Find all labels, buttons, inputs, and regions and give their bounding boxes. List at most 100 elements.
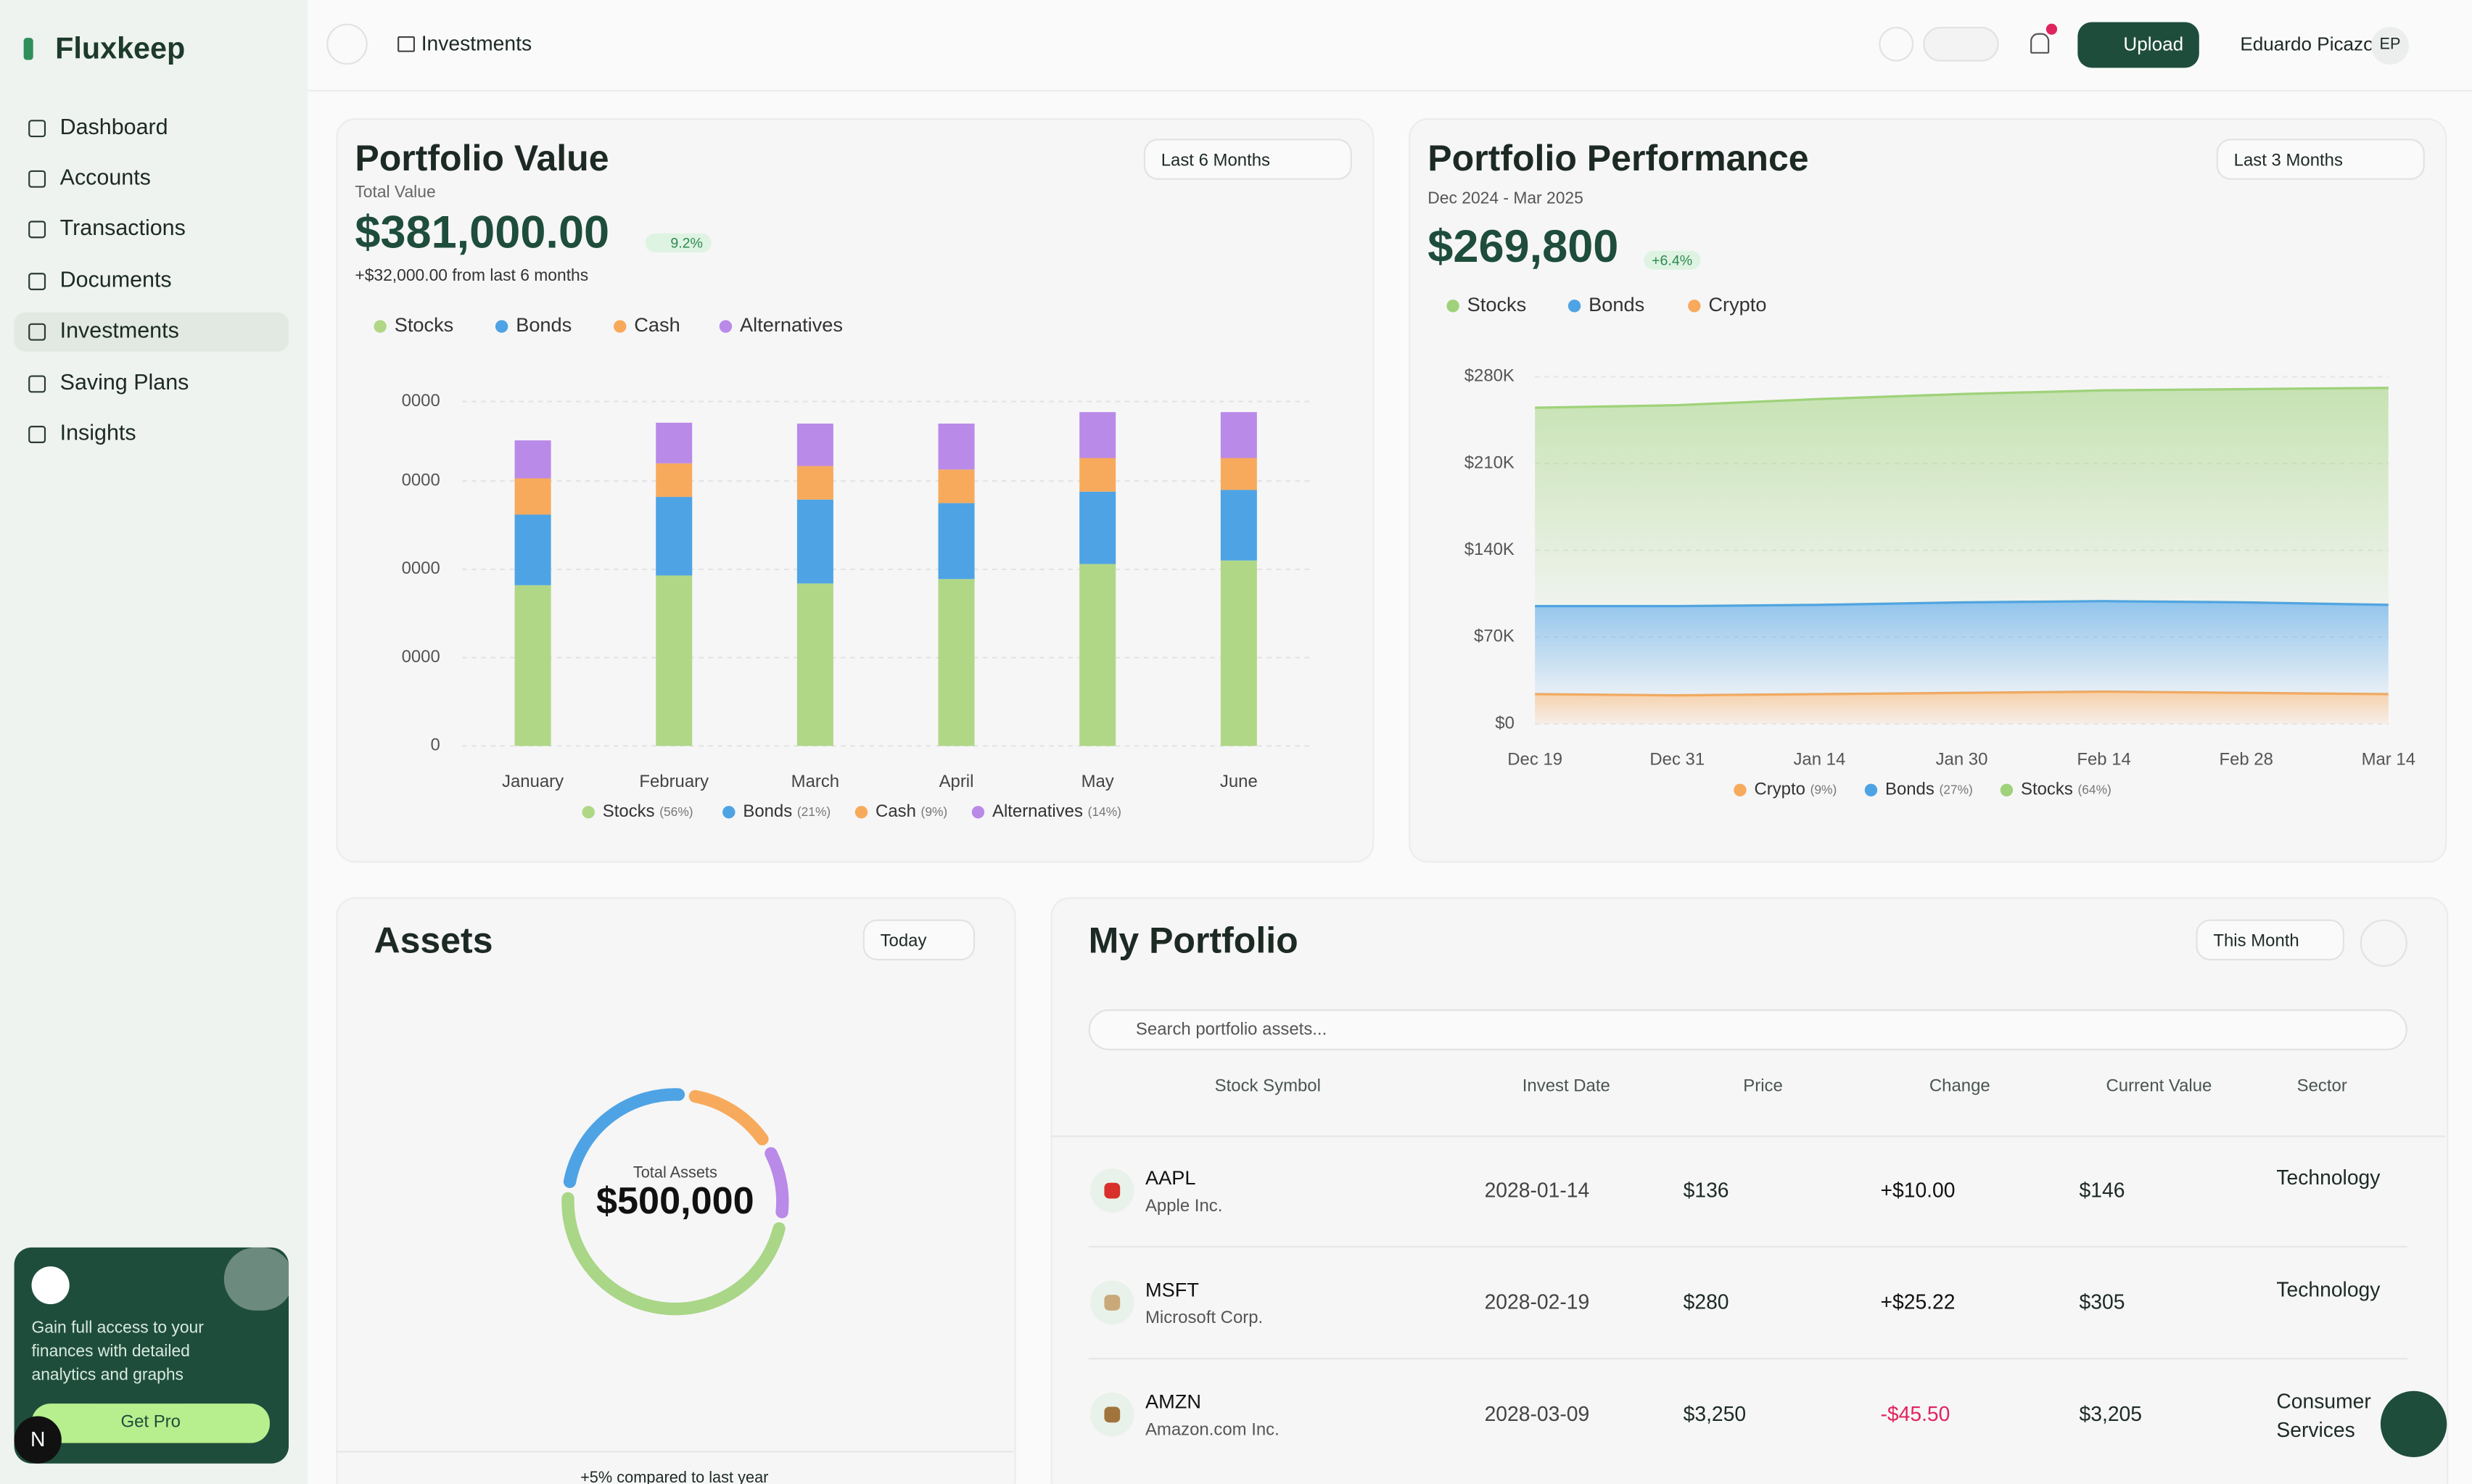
legend-entry: Alternatives <box>740 313 843 336</box>
breadcrumb[interactable]: Investments <box>421 31 532 56</box>
upload-label: Upload <box>2123 33 2184 56</box>
donut-segment <box>765 1147 789 1219</box>
legend-swatch <box>2000 783 2014 797</box>
legend-entry: Stocks (56%) <box>603 801 693 821</box>
nav-item[interactable]: Documents <box>59 266 172 292</box>
price: $280 <box>1683 1290 1729 1314</box>
sector: Technology <box>2276 1277 2381 1301</box>
user-badge[interactable]: N <box>14 1416 62 1464</box>
nav-item[interactable]: Dashboard <box>59 113 168 139</box>
nav-icon <box>28 120 46 138</box>
range-dropdown[interactable]: Last 3 Months <box>2216 139 2425 180</box>
column-header[interactable]: Change <box>1929 1077 1990 1097</box>
theme-toggle[interactable] <box>1923 26 1999 62</box>
donut-segment <box>563 1088 685 1188</box>
column-header[interactable]: Stock Symbol <box>1214 1077 1321 1097</box>
y-tick-label: 0000 <box>402 391 440 411</box>
legend-entry: Crypto (9%) <box>1754 780 1837 799</box>
symbol: AAPL <box>1145 1166 1196 1190</box>
nav-icon <box>28 170 46 188</box>
promo-text: Gain full access to your finances with d… <box>31 1318 204 1385</box>
company: Microsoft Corp. <box>1145 1308 1264 1328</box>
legend-name: Alternatives <box>740 313 843 336</box>
sidebar-toggle[interactable] <box>326 23 368 65</box>
row-icon-glyph <box>1104 1406 1121 1423</box>
legend-entry: Stocks (64%) <box>2021 780 2112 799</box>
current-value: $3,205 <box>2079 1401 2143 1426</box>
legend-share: (21%) <box>797 804 831 818</box>
total-value: $269,800 <box>1427 222 1619 273</box>
nav-item[interactable]: Insights <box>59 419 136 445</box>
nav-icon <box>28 220 46 239</box>
palette-button[interactable] <box>1879 26 1914 62</box>
card-title: Portfolio Value <box>355 137 609 178</box>
bar-segment <box>796 466 833 500</box>
get-pro-button[interactable]: Get Pro <box>31 1403 270 1443</box>
chat-button[interactable] <box>2380 1390 2447 1458</box>
x-tick-label: January <box>502 772 564 791</box>
promo-card: Gain full access to your finances with d… <box>14 1247 289 1464</box>
filter-button[interactable] <box>2360 919 2407 967</box>
bar-segment <box>656 463 693 498</box>
row-divider <box>1088 1358 2407 1360</box>
search-box[interactable] <box>1088 1009 2407 1051</box>
invest-date: 2028-03-09 <box>1484 1401 1590 1426</box>
footnote: +5% compared to last year <box>580 1469 769 1484</box>
invest-date: 2028-02-19 <box>1484 1290 1590 1314</box>
legend-swatch <box>1734 783 1747 797</box>
x-tick-label: Dec 19 <box>1507 749 1562 769</box>
x-tick-label: April <box>939 772 974 791</box>
donut-segment <box>688 1089 769 1146</box>
nav-icon <box>28 426 46 443</box>
legend-swatch <box>374 320 387 333</box>
y-tick-label: 0000 <box>402 647 440 667</box>
search-placeholder: Search portfolio assets... <box>1135 1020 1327 1039</box>
card-title: My Portfolio <box>1088 919 1298 961</box>
sector: Technology <box>2276 1165 2381 1190</box>
column-header[interactable]: Price <box>1743 1077 1783 1097</box>
legend-swatch <box>614 320 627 333</box>
notifications[interactable] <box>2030 33 2050 54</box>
promo-icon <box>31 1266 70 1305</box>
change-badge: 9.2% <box>645 233 711 252</box>
legend-name: Bonds <box>743 801 792 821</box>
column-header[interactable]: Invest Date <box>1522 1077 1610 1097</box>
legend-entry: Stocks <box>395 313 454 336</box>
legend-swatch <box>1688 300 1701 313</box>
nav-item[interactable]: Transactions <box>59 214 186 240</box>
nav-item[interactable]: Investments <box>59 317 179 342</box>
bar-segment <box>656 497 693 576</box>
legend-entry: Bonds <box>516 313 572 336</box>
notification-dot <box>2045 23 2058 35</box>
column-header[interactable]: Sector <box>2296 1077 2347 1097</box>
divider <box>336 1451 1013 1453</box>
area <box>1535 691 2389 725</box>
legend-name: Crypto <box>1754 780 1805 799</box>
x-tick-label: May <box>1082 772 1114 791</box>
range-dropdown[interactable]: Last 6 Months <box>1143 139 1352 180</box>
x-tick-label: Feb 14 <box>2077 749 2130 769</box>
user-initials[interactable]: EP <box>2370 26 2410 65</box>
legend-name: Alternatives <box>992 801 1083 821</box>
symbol: MSFT <box>1145 1279 1199 1301</box>
upload-button[interactable] <box>2077 22 2199 68</box>
bar-segment <box>796 424 833 466</box>
user-name[interactable]: Eduardo Picazo <box>2240 33 2374 56</box>
legend-share: (64%) <box>2077 782 2111 796</box>
legend-name: Bonds <box>1589 293 1644 316</box>
legend-swatch <box>1864 783 1878 797</box>
bar-segment <box>938 424 975 470</box>
sector: Consumer Services <box>2276 1389 2371 1442</box>
promo-decor <box>223 1247 289 1311</box>
donut-label: Total Assets <box>633 1163 717 1181</box>
bar-segment <box>514 585 551 746</box>
x-tick-label: June <box>1220 772 1258 791</box>
range-dropdown[interactable]: Today <box>862 919 976 961</box>
change-note: +$32,000.00 from last 6 months <box>355 266 589 286</box>
total-value: $381,000.00 <box>355 208 610 259</box>
nav-item[interactable]: Accounts <box>59 164 151 189</box>
column-header[interactable]: Current Value <box>2106 1077 2212 1097</box>
nav-item[interactable]: Saving Plans <box>59 368 189 395</box>
range-dropdown[interactable]: This Month <box>2196 919 2344 961</box>
y-tick-label: 0 <box>430 735 440 755</box>
